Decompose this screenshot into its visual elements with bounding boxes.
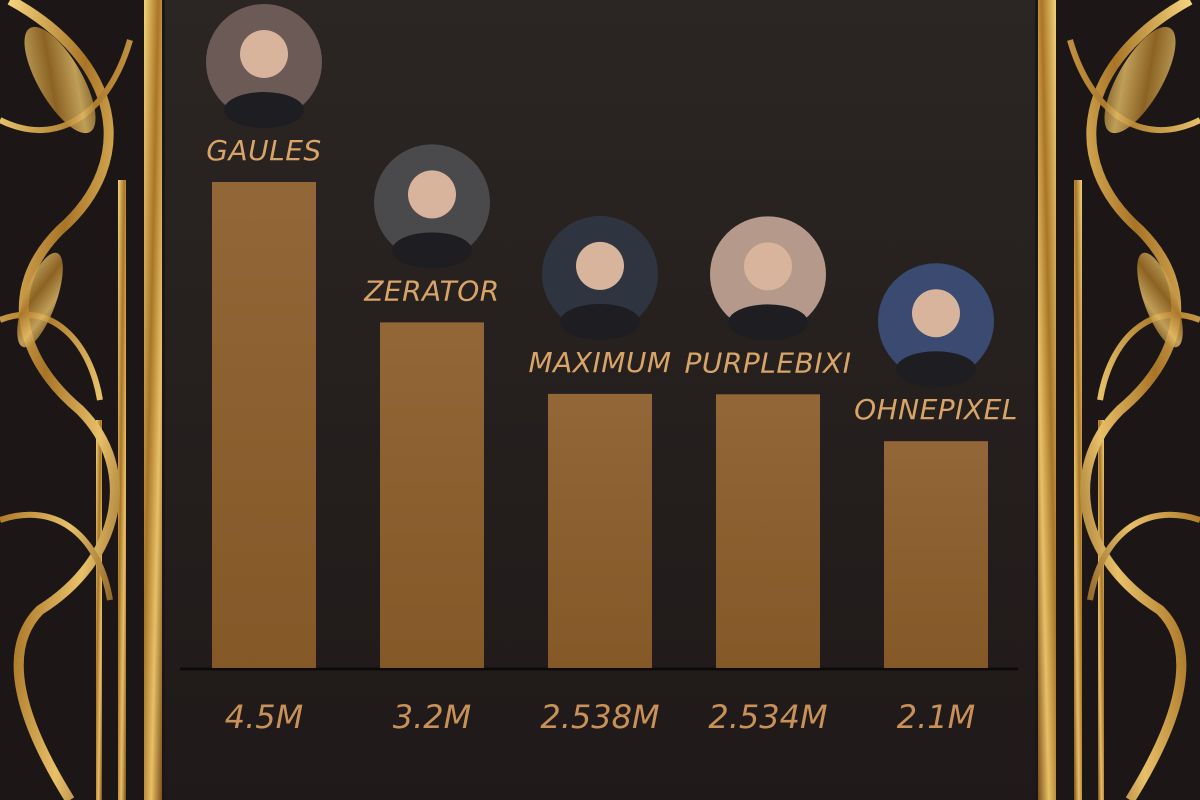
bar-sheen xyxy=(884,441,988,668)
value-label: 2.534M xyxy=(708,698,827,736)
category-label: GAULES xyxy=(206,134,321,167)
avatar-body xyxy=(896,351,976,388)
avatar-face xyxy=(912,289,960,338)
avatar-face xyxy=(576,241,624,290)
avatar-body xyxy=(392,232,472,269)
value-label: 3.2M xyxy=(393,698,472,736)
avatar-body xyxy=(224,92,304,128)
right-ornament xyxy=(1035,0,1200,800)
category-label: OHNEPIXEL xyxy=(854,393,1018,426)
avatar-body xyxy=(728,304,808,341)
bar-sheen xyxy=(212,182,316,668)
category-label: ZERATOR xyxy=(363,274,500,307)
category-label: MAXIMUM xyxy=(528,346,671,379)
left-ornament xyxy=(0,0,165,800)
bar-sheen xyxy=(716,394,820,668)
avatar-face xyxy=(408,170,456,219)
avatar-body xyxy=(560,303,640,340)
bar-sheen xyxy=(548,393,652,668)
avatar-face xyxy=(744,242,792,291)
value-label: 4.5M xyxy=(225,698,304,736)
bar-sheen xyxy=(380,322,484,668)
value-label: 2.1M xyxy=(897,698,976,736)
category-label: PURPLEBIXI xyxy=(685,346,852,379)
value-label: 2.538M xyxy=(540,698,659,736)
avatar-face xyxy=(240,30,288,78)
